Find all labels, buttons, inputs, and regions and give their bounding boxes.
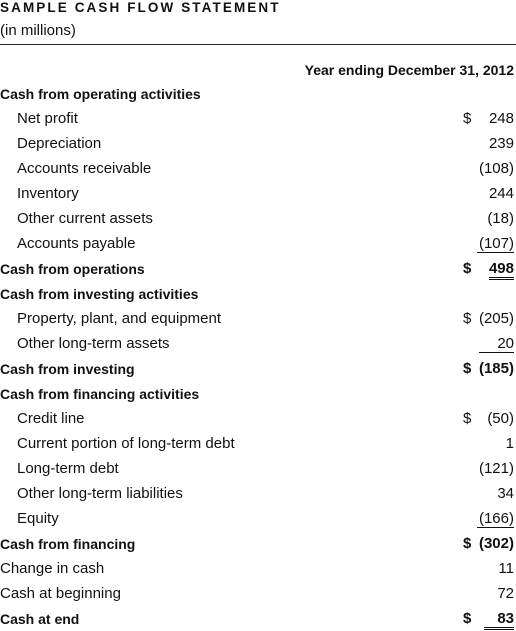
currency-symbol: $ — [463, 260, 472, 277]
row-label: Cash from investing — [0, 361, 135, 377]
row-label: Cash from operating activities — [0, 86, 201, 102]
statement-title: SAMPLE CASH FLOW STATEMENT — [0, 0, 281, 15]
row-amount: 34 — [497, 485, 514, 502]
row-amount: (302) — [478, 535, 514, 552]
currency-symbol: $ — [463, 110, 472, 127]
table-row: Inventory 244 — [0, 181, 516, 206]
row-label: Cash from financing activities — [0, 386, 200, 402]
row-label: Accounts payable — [17, 235, 136, 252]
row-amount: 239 — [488, 135, 514, 152]
row-amount: 72 — [497, 585, 514, 602]
row-amount: 83 — [484, 610, 514, 630]
header-divider — [0, 44, 516, 45]
row-amount: (107) — [476, 235, 514, 253]
row-amount: 20 — [479, 335, 514, 353]
row-label: Cash at end — [0, 611, 80, 627]
table-row: Other long-term assets 20 — [0, 331, 516, 356]
table-row: Net profit $ 248 — [0, 106, 516, 131]
total-row-cash-at-end: Cash at end $ 83 — [0, 606, 516, 631]
row-label: Current portion of long-term debt — [17, 435, 235, 452]
row-amount: 248 — [488, 110, 514, 127]
subtotal-row-financing: Cash from financing $ (302) — [0, 531, 516, 556]
row-label: Net profit — [17, 110, 78, 127]
table-row: Depreciation 239 — [0, 131, 516, 156]
section-heading-financing: Cash from financing activities — [0, 381, 516, 406]
row-amount: (205) — [478, 310, 514, 327]
row-label: Cash at beginning — [0, 585, 121, 602]
row-amount: (18) — [487, 210, 514, 227]
row-amount: 11 — [498, 560, 514, 577]
table-row: Accounts receivable (108) — [0, 156, 516, 181]
row-amount: (185) — [478, 360, 514, 377]
row-amount: (50) — [487, 410, 514, 427]
row-amount: (108) — [478, 160, 514, 177]
section-heading-operating: Cash from operating activities — [0, 81, 516, 106]
row-label: Other long-term liabilities — [17, 485, 183, 502]
subtotal-row-operations: Cash from operations $ 498 — [0, 256, 516, 281]
row-label: Cash from financing — [0, 536, 136, 552]
row-label: Depreciation — [17, 135, 102, 152]
row-label: Inventory — [17, 185, 79, 202]
table-row: Current portion of long-term debt 1 — [0, 431, 516, 456]
row-label: Other long-term assets — [17, 335, 170, 352]
currency-symbol: $ — [463, 410, 472, 427]
table-row: Credit line $ (50) — [0, 406, 516, 431]
row-label: Property, plant, and equipment — [17, 310, 222, 327]
statement-subtitle: (in millions) — [0, 22, 76, 39]
section-heading-investing: Cash from investing activities — [0, 281, 516, 306]
currency-symbol: $ — [463, 610, 472, 627]
row-label: Cash from investing activities — [0, 286, 199, 302]
row-label: Equity — [17, 510, 59, 527]
row-amount: (121) — [478, 460, 514, 477]
currency-symbol: $ — [463, 310, 472, 327]
table-row: Cash at beginning 72 — [0, 581, 516, 606]
row-amount: 244 — [488, 185, 514, 202]
column-heading: Year ending December 31, 2012 — [304, 62, 514, 78]
table-row: Other current assets (18) — [0, 206, 516, 231]
table-row: Long-term debt (121) — [0, 456, 516, 481]
row-label: Other current assets — [17, 210, 153, 227]
row-amount: 498 — [488, 260, 514, 280]
table-row: Accounts payable (107) — [0, 231, 516, 256]
subtotal-row-investing: Cash from investing $ (185) — [0, 356, 516, 381]
currency-symbol: $ — [463, 535, 472, 552]
table-row: Equity (166) — [0, 506, 516, 531]
row-label: Change in cash — [0, 560, 105, 577]
table-row: Property, plant, and equipment $ (205) — [0, 306, 516, 331]
table-row: Change in cash 11 — [0, 556, 516, 581]
statement-table: Cash from operating activities Net profi… — [0, 81, 516, 631]
row-label: Cash from operations — [0, 261, 145, 277]
table-row: Other long-term liabilities 34 — [0, 481, 516, 506]
row-label: Accounts receivable — [17, 160, 152, 177]
row-label: Credit line — [17, 410, 85, 427]
currency-symbol: $ — [463, 360, 472, 377]
row-label: Long-term debt — [17, 460, 119, 477]
row-amount: 1 — [505, 435, 514, 452]
row-amount: (166) — [476, 510, 514, 528]
